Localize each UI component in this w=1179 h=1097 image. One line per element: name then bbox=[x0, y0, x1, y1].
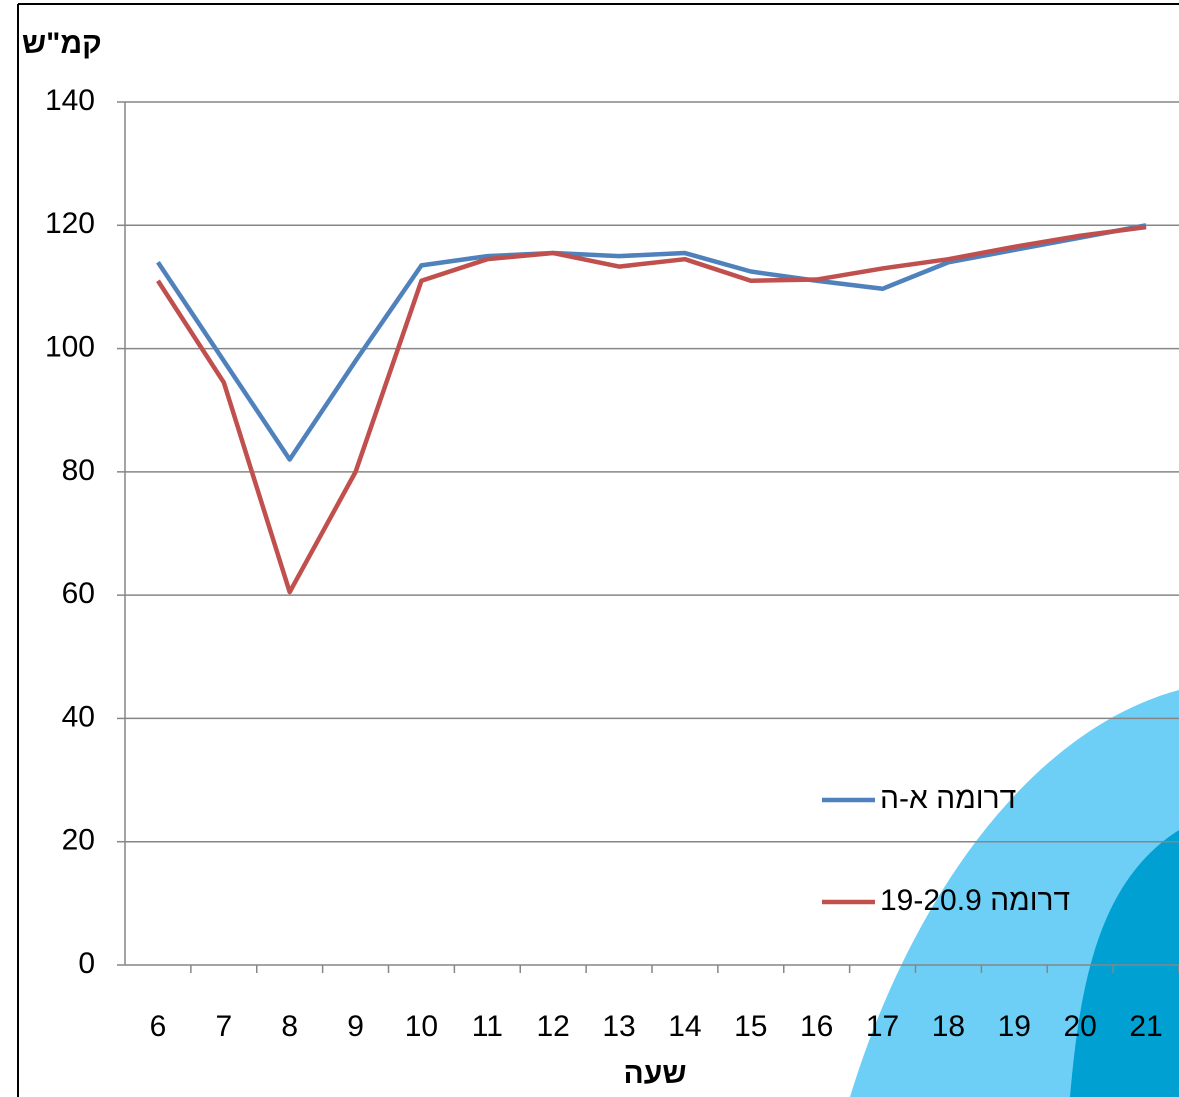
x-tick-label: 13 bbox=[602, 1010, 635, 1043]
y-tick-label: 140 bbox=[45, 84, 95, 117]
x-tick-label: 8 bbox=[281, 1010, 298, 1043]
x-tick-label: 18 bbox=[932, 1010, 965, 1043]
x-tick-label: 10 bbox=[405, 1010, 438, 1043]
x-tick-label: 11 bbox=[472, 1010, 503, 1043]
y-tick-label: 120 bbox=[45, 207, 95, 240]
x-tick-label: 21 bbox=[1129, 1010, 1162, 1043]
y-tick-label: 80 bbox=[62, 454, 95, 487]
line-series bbox=[156, 224, 1147, 595]
x-tick-label: 17 bbox=[866, 1010, 899, 1043]
y-tick-label: 20 bbox=[62, 824, 95, 857]
y-tick-label: 100 bbox=[45, 330, 95, 363]
x-tick-label: 7 bbox=[215, 1010, 232, 1043]
x-tick-label: 12 bbox=[537, 1010, 570, 1043]
x-axis-title: שעה bbox=[624, 1057, 687, 1090]
x-tick-label: 20 bbox=[1064, 1010, 1097, 1043]
y-axis-title: קמ"ש bbox=[22, 27, 102, 60]
x-tick-label: 16 bbox=[800, 1010, 833, 1043]
x-tick-label: 9 bbox=[347, 1010, 364, 1043]
x-tick-label: 14 bbox=[668, 1010, 701, 1043]
line-series bbox=[156, 223, 1147, 462]
y-tick-label: 0 bbox=[78, 947, 95, 980]
y-tick-label: 40 bbox=[62, 700, 95, 733]
decoration bbox=[850, 690, 1179, 1097]
x-tick-label: 19 bbox=[998, 1010, 1031, 1043]
legend-label: דרומה א-ה bbox=[880, 782, 1016, 815]
x-tick-label: 15 bbox=[734, 1010, 767, 1043]
x-tick-label: 6 bbox=[150, 1010, 167, 1043]
legend-label: דרומה 19-20.9 bbox=[880, 884, 1070, 917]
y-tick-label: 60 bbox=[62, 577, 95, 610]
